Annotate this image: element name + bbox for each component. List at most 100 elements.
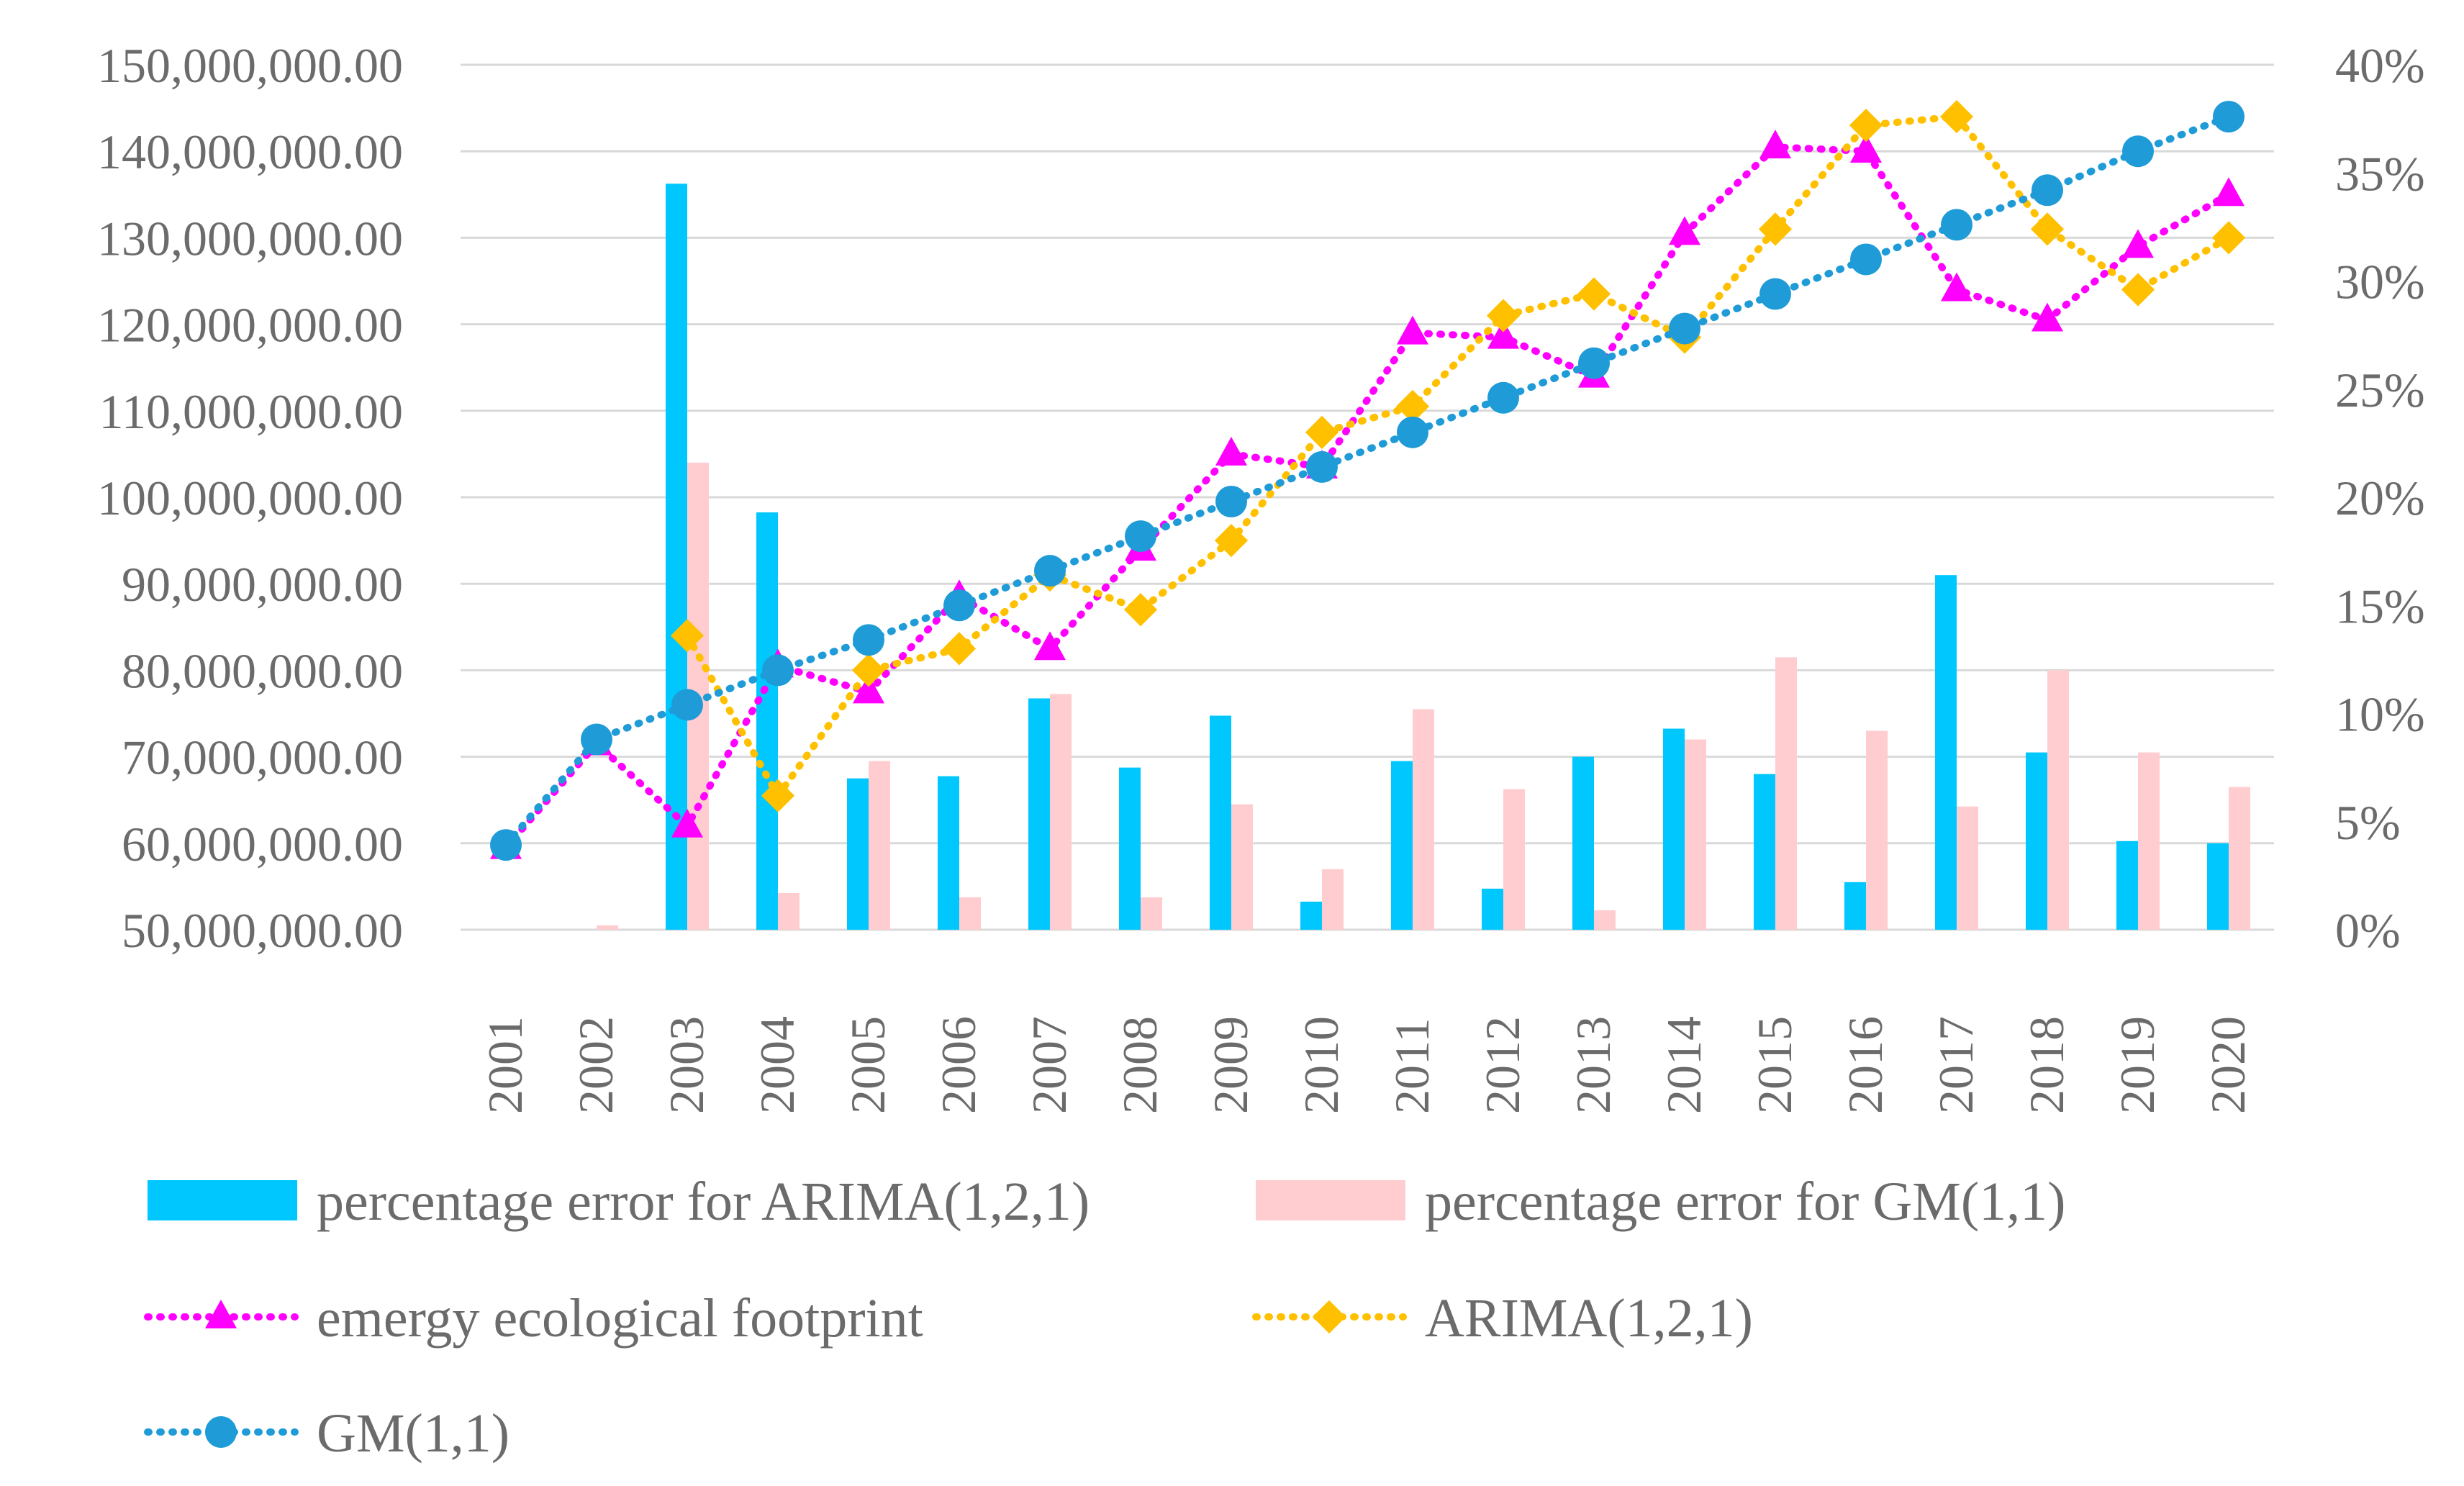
legend-label: percentage error for ARIMA(1,2,1)	[317, 1172, 1090, 1232]
gridlines	[461, 63, 2274, 931]
y-right-tick-label: 25%	[2335, 363, 2425, 417]
x-tick-label: 2008	[1113, 1016, 1167, 1114]
point-marker	[1396, 315, 1429, 345]
y-left-tick-label: 110,000,000.00	[99, 384, 403, 439]
legend-item: GM(1,1)	[144, 1403, 509, 1464]
bar	[1844, 882, 1866, 930]
point-marker	[1397, 416, 1428, 448]
point-marker	[942, 632, 977, 666]
point-marker	[1123, 593, 1158, 627]
bar	[778, 892, 800, 930]
point-marker	[1486, 299, 1521, 332]
point-marker	[2211, 221, 2246, 255]
x-axis: 2001 2002 2003 2004 2005 2006 2007 2008 2009 2010…	[478, 1016, 2255, 1114]
bar-series	[597, 184, 2250, 930]
bar-series-0	[666, 184, 2229, 930]
bar	[1957, 806, 1978, 930]
x-tick-label: 2014	[1657, 1016, 1711, 1114]
series-line	[502, 143, 2232, 851]
point-marker	[1759, 130, 1792, 159]
point-marker	[1125, 520, 1156, 553]
point-marker	[670, 619, 705, 653]
x-tick-label: 2011	[1385, 1018, 1439, 1114]
point-marker	[1668, 216, 1701, 245]
point-marker	[1759, 278, 1791, 310]
x-tick-label: 2019	[2110, 1016, 2165, 1114]
x-tick-label: 2012	[1475, 1016, 1530, 1114]
legend-item: percentage error for GM(1,1)	[1256, 1172, 2065, 1232]
point-marker	[1306, 450, 1338, 483]
y-left-tick-label: 60,000,000.00	[122, 817, 403, 871]
bar	[1322, 869, 1344, 930]
legend-label: percentage error for GM(1,1)	[1425, 1172, 2065, 1232]
bar	[1663, 728, 1685, 930]
point-marker	[1758, 212, 1793, 246]
x-tick-label: 2015	[1747, 1016, 1802, 1114]
series-line	[502, 113, 2232, 849]
point-marker	[1577, 277, 1611, 311]
point-marker	[1215, 486, 1247, 518]
point-marker	[2212, 177, 2245, 207]
point-marker	[1939, 100, 1974, 134]
point-marker	[2030, 212, 2065, 246]
legend-label: emergy ecological footprint	[317, 1288, 923, 1349]
legend-label: ARIMA(1,2,1)	[1425, 1288, 1753, 1349]
x-tick-label: 2018	[2019, 1016, 2074, 1114]
y-axis-right: 0% 5% 10% 15% 20% 25% 30% 35% 40%	[2335, 38, 2425, 958]
bar	[959, 897, 981, 930]
bar	[756, 512, 778, 930]
y-right-tick-label: 20%	[2335, 471, 2425, 525]
point-marker	[1312, 1300, 1346, 1334]
bar	[2026, 752, 2047, 930]
point-marker	[1395, 389, 1430, 423]
bar	[1572, 756, 1594, 930]
bar	[1391, 761, 1413, 930]
y-right-tick-label: 15%	[2335, 579, 2425, 633]
legend: percentage error for ARIMA(1,2,1) percent…	[144, 1172, 2065, 1464]
legend-swatch	[1256, 1180, 1405, 1220]
legend-swatch	[148, 1180, 297, 1220]
point-marker	[1849, 134, 1883, 163]
y-left-tick-label: 50,000,000.00	[122, 903, 403, 958]
bar	[1210, 715, 1231, 930]
point-marker	[943, 589, 975, 622]
point-marker	[851, 653, 886, 687]
x-tick-label: 2002	[569, 1016, 623, 1114]
y-axis-left: 50,000,000.00 60,000,000.00 70,000,000.00 8…	[97, 38, 403, 958]
bar	[2207, 843, 2229, 930]
bar	[1594, 910, 1616, 930]
point-marker	[1215, 436, 1248, 466]
point-marker	[2032, 174, 2063, 207]
bar	[1300, 901, 1322, 930]
point-marker	[205, 1416, 237, 1448]
bar	[2047, 670, 2069, 930]
bar	[2229, 787, 2250, 930]
x-tick-label: 2006	[931, 1016, 986, 1114]
y-left-tick-label: 150,000,000.00	[97, 38, 403, 93]
x-tick-label: 2001	[478, 1016, 533, 1114]
bar-series-1	[597, 462, 2250, 930]
bar	[1119, 767, 1141, 930]
y-left-tick-label: 120,000,000.00	[97, 298, 403, 353]
bar	[2138, 752, 2160, 930]
point-marker	[2121, 273, 2155, 307]
x-tick-label: 2017	[1929, 1016, 1983, 1114]
legend-item: percentage error for ARIMA(1,2,1)	[148, 1172, 1090, 1232]
point-marker	[1849, 109, 1883, 142]
point-marker	[1305, 415, 1339, 449]
bar	[1503, 789, 1525, 930]
point-marker	[2122, 135, 2154, 168]
legend-label: GM(1,1)	[317, 1403, 509, 1464]
bar	[1935, 575, 1957, 930]
line-series	[489, 100, 2246, 861]
x-tick-label: 2020	[2201, 1016, 2255, 1114]
x-tick-label: 2007	[1022, 1016, 1077, 1114]
point-marker	[1487, 381, 1519, 414]
x-tick-label: 2005	[841, 1016, 895, 1114]
point-marker	[2031, 302, 2064, 332]
legend-item: emergy ecological footprint	[144, 1288, 923, 1349]
bar	[1482, 888, 1503, 930]
bar	[1050, 694, 1072, 930]
bar	[1141, 897, 1162, 930]
